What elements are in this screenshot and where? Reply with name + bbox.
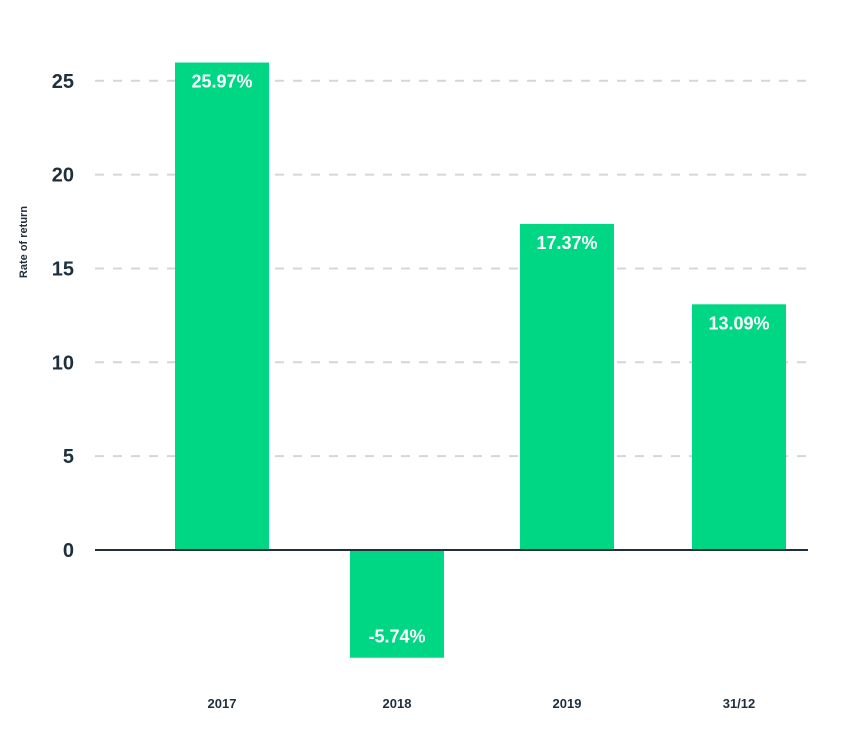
bars: [175, 62, 786, 658]
bar-2017: [175, 62, 269, 551]
data-label: 17.37%: [536, 233, 597, 253]
bar-2019: [520, 223, 614, 551]
data-labels: 25.97% -5.74% 17.37% 13.09%: [191, 72, 769, 647]
y-tick-label: 0: [63, 540, 74, 562]
y-tick-label: 5: [63, 446, 74, 468]
data-label: 25.97%: [191, 72, 252, 92]
y-tick-label: 15: [52, 258, 74, 280]
x-tick-label: 31/12: [723, 696, 756, 711]
x-axis-ticks: 2017 2018 2019 31/12: [208, 696, 756, 711]
bar-2018: [350, 550, 444, 658]
y-tick-label: 25: [52, 71, 74, 93]
gridlines: [95, 79, 808, 458]
data-label: -5.74%: [368, 627, 425, 647]
bar-31-12: [692, 304, 786, 550]
x-tick-label: 2017: [208, 696, 237, 711]
y-tick-label: 20: [52, 165, 74, 187]
y-tick-label: 10: [52, 352, 74, 374]
y-axis-ticks: 0 5 10 15 20 25: [52, 71, 74, 562]
y-axis-label: Rate of return: [18, 206, 30, 278]
data-label: 13.09%: [708, 313, 769, 333]
x-tick-label: 2018: [383, 696, 412, 711]
x-tick-label: 2019: [553, 696, 582, 711]
